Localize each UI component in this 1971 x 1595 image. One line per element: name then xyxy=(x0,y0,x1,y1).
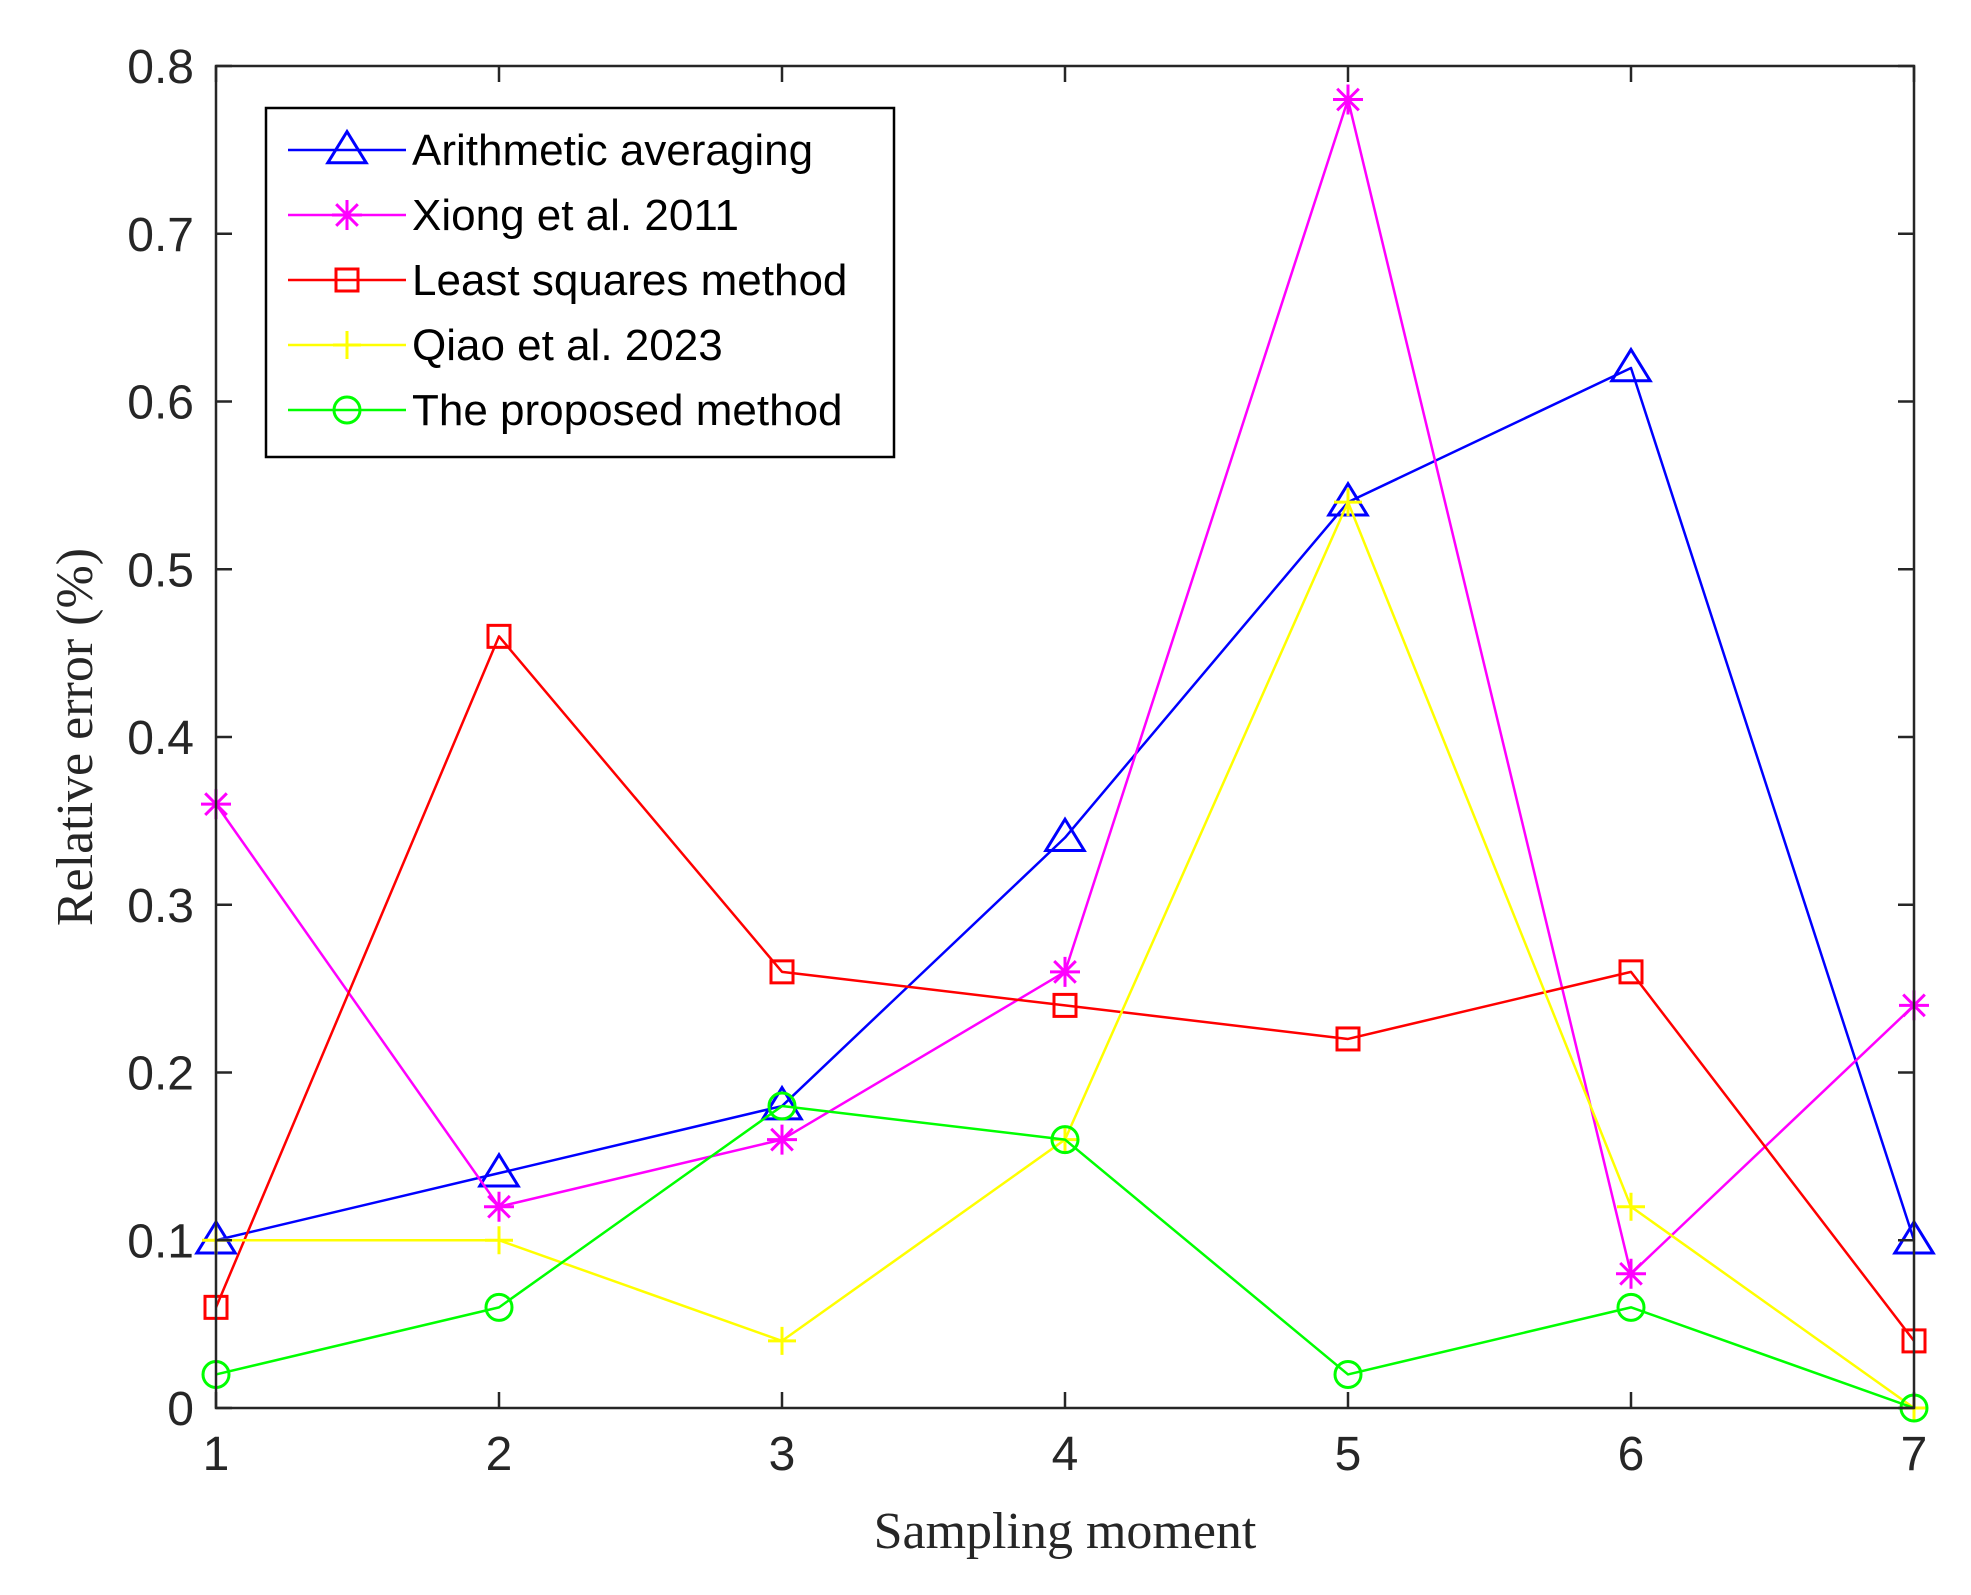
legend-label: Qiao et al. 2023 xyxy=(412,321,723,370)
legend-label: Arithmetic averaging xyxy=(412,126,813,175)
series-line xyxy=(215,366,1916,1242)
data-point-marker xyxy=(486,623,512,649)
series-line xyxy=(215,1104,1915,1410)
data-point-marker xyxy=(768,1326,796,1355)
data-point-marker xyxy=(1617,1192,1645,1221)
y-tick-label: 0.3 xyxy=(127,880,194,933)
series-5 xyxy=(201,1091,1929,1423)
series-3 xyxy=(203,623,1927,1354)
y-tick-label: 0 xyxy=(167,1383,194,1436)
data-point-marker xyxy=(769,959,795,985)
data-point-marker xyxy=(1333,84,1363,115)
legend-label: Xiong et al. 2011 xyxy=(412,191,739,240)
data-point-marker xyxy=(1050,1125,1080,1155)
legend-marker xyxy=(332,395,362,425)
legend-label: The proposed method xyxy=(412,386,843,435)
y-tick-label: 0.5 xyxy=(127,544,194,597)
legend-entry: Xiong et al. 2011 xyxy=(288,191,739,240)
data-point-marker xyxy=(1618,959,1644,985)
x-tick-label: 7 xyxy=(1901,1428,1928,1481)
legend-marker xyxy=(325,128,369,165)
legend-entry: Arithmetic averaging xyxy=(288,126,813,175)
legend-entry: The proposed method xyxy=(288,386,843,435)
y-tick-label: 0.7 xyxy=(127,209,194,262)
tick-labels: 1 2 3 4 5 6 7 0 0.1 0.2 0.3 0.4 0.5 0.6 0.7 0.8 xyxy=(127,41,1927,1481)
y-tick-label: 0.1 xyxy=(127,1215,194,1268)
data-point-marker xyxy=(1052,992,1078,1018)
data-point-marker xyxy=(1050,956,1080,987)
y-tick-label: 0.2 xyxy=(127,1048,194,1101)
series-line xyxy=(214,635,1915,1342)
x-tick-label: 5 xyxy=(1335,1428,1362,1481)
legend: Arithmetic averaging Xiong et al. 2011 Lea… xyxy=(264,106,896,459)
x-tick-label: 2 xyxy=(486,1428,513,1481)
data-point-marker xyxy=(1616,1258,1646,1289)
data-point-marker xyxy=(477,1151,521,1188)
x-tick-label: 3 xyxy=(769,1428,796,1481)
x-tick-label: 1 xyxy=(203,1428,230,1481)
legend-entry: Qiao et al. 2023 xyxy=(288,321,723,370)
legend-marker xyxy=(334,267,360,293)
data-point-marker xyxy=(767,1124,797,1155)
data-point-marker xyxy=(1043,816,1087,852)
legend-box xyxy=(264,106,896,459)
axes xyxy=(214,64,1916,1410)
x-tick-label: 6 xyxy=(1618,1428,1645,1481)
x-tick-label: 4 xyxy=(1052,1428,1079,1481)
data-point-marker xyxy=(1609,346,1653,383)
data-point-marker xyxy=(767,1091,797,1121)
y-tick-label: 0.4 xyxy=(127,712,194,765)
y-tick-label: 0.6 xyxy=(127,377,194,430)
legend-entry: Least squares method xyxy=(288,256,847,305)
legend-marker xyxy=(332,200,362,230)
data-point-marker xyxy=(1335,1026,1361,1052)
data-point-marker xyxy=(484,1191,514,1222)
data-point-marker xyxy=(484,1292,514,1322)
y-axis-label: Relative error (%) xyxy=(47,548,104,926)
legend-marker xyxy=(333,331,361,359)
y-tick-label: 0.8 xyxy=(127,41,194,94)
data-point-marker xyxy=(1333,1359,1363,1389)
data-point-marker xyxy=(1334,488,1362,517)
data-point-marker xyxy=(485,1226,513,1255)
x-axis-label: Sampling moment xyxy=(874,1503,1257,1560)
legend-label: Least squares method xyxy=(412,256,847,305)
data-point-marker xyxy=(1616,1292,1646,1322)
